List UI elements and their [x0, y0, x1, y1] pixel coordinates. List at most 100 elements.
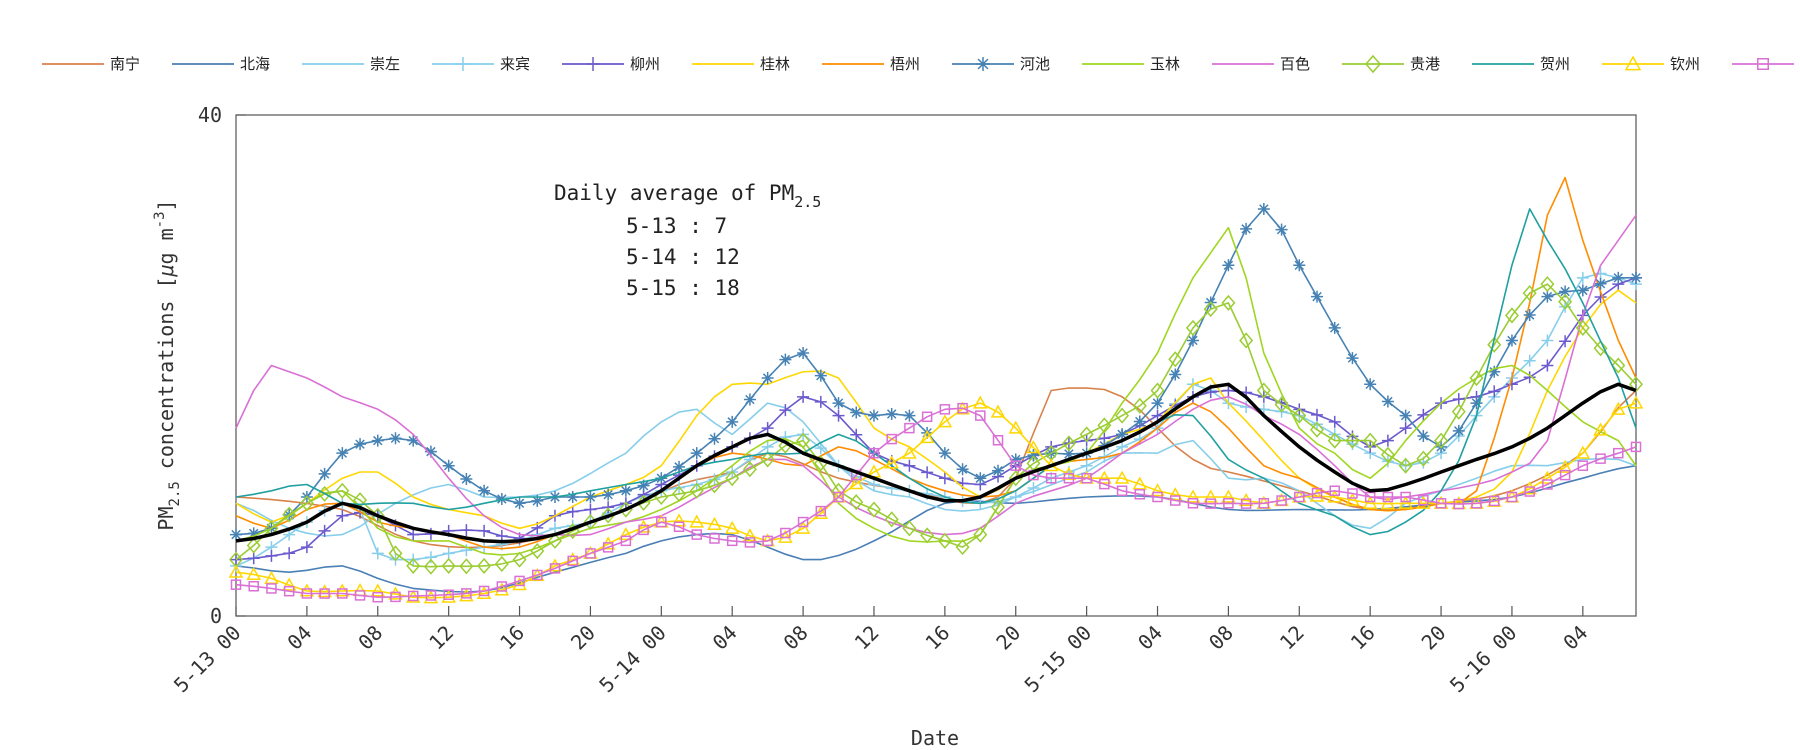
data-point [1540, 470, 1555, 484]
data-point [1345, 432, 1360, 449]
data-point [406, 557, 421, 574]
data-point [442, 547, 455, 560]
series-河池 [230, 202, 1642, 541]
data-point [441, 589, 456, 603]
series-崇左 [235, 402, 1637, 537]
data-point [1097, 417, 1112, 434]
data-point [514, 575, 525, 587]
annotation-box: Daily average of PM2.5 5-13 : 7 5-14 : 1… [554, 181, 821, 300]
y-label-mu: μ [154, 264, 178, 277]
data-point [1559, 469, 1571, 481]
data-point [1257, 202, 1270, 215]
data-point [1470, 397, 1483, 410]
data-point [1256, 382, 1271, 399]
data-point [1611, 357, 1626, 374]
data-point [849, 494, 864, 511]
data-point [1062, 447, 1075, 460]
data-point [1294, 491, 1305, 503]
data-point [708, 432, 721, 445]
y-label-pm: PM [154, 506, 178, 530]
data-point [602, 542, 614, 553]
data-point [1612, 271, 1625, 284]
data-point [459, 588, 474, 602]
data-point [1488, 495, 1500, 507]
data-point [1487, 336, 1502, 353]
series-line [235, 208, 1637, 536]
x-tick-label: 08 [779, 621, 813, 655]
data-point [938, 472, 951, 485]
series-来宾 [230, 267, 1642, 572]
legend-label: 梧州 [890, 55, 920, 73]
data-point [1469, 369, 1484, 387]
data-point [1577, 460, 1589, 471]
data-point [1186, 334, 1199, 347]
legend-item: 来宾 [432, 55, 530, 73]
data-point [1169, 495, 1181, 506]
data-point [1185, 319, 1200, 336]
data-point [1416, 495, 1431, 509]
data-point [992, 464, 1005, 477]
data-point [1116, 440, 1129, 453]
series-贵港 [229, 276, 1643, 575]
data-point [1522, 481, 1537, 495]
data-point [1559, 335, 1572, 348]
data-point [974, 472, 987, 485]
data-point [248, 581, 259, 592]
data-point [795, 520, 811, 534]
data-point [283, 547, 296, 560]
x-tick-label: 20 [991, 621, 1025, 655]
data-point [602, 488, 615, 501]
data-point [1114, 470, 1130, 484]
data-point [1630, 441, 1642, 453]
data-point [441, 557, 456, 574]
legend-item: 南宁 [42, 55, 140, 73]
data-point [636, 519, 651, 533]
data-point [335, 583, 350, 597]
y-label-end: ] [154, 199, 178, 211]
data-point [903, 459, 916, 472]
data-point [389, 432, 402, 445]
data-point [1168, 351, 1183, 368]
legend-item: 百色 [1212, 55, 1310, 73]
x-tick-label: 12 [850, 621, 884, 655]
data-point [584, 491, 597, 504]
data-point [478, 585, 490, 597]
data-point [407, 528, 420, 541]
data-point [761, 372, 774, 385]
data-point [760, 451, 775, 468]
data-point [532, 569, 543, 581]
data-point [1293, 259, 1306, 272]
data-point [1452, 424, 1465, 437]
data-point [814, 442, 827, 455]
data-point [620, 535, 632, 547]
legend-label: 贺州 [1540, 55, 1570, 73]
series-玉林 [235, 226, 1637, 556]
data-point [1221, 294, 1236, 311]
data-point [337, 588, 348, 599]
data-point [743, 393, 756, 406]
legend-label: 崇左 [370, 55, 400, 73]
data-point [354, 590, 366, 601]
data-point [266, 583, 277, 594]
data-point [902, 520, 917, 537]
data-point [937, 414, 953, 428]
data-point [531, 494, 544, 507]
data-point [460, 544, 473, 557]
data-point [689, 482, 704, 499]
data-point [921, 466, 934, 479]
data-point [1399, 409, 1412, 422]
x-tick-label: 5-13 00 [169, 621, 246, 698]
legend-marker [1365, 54, 1381, 74]
data-point [957, 402, 968, 414]
data-point [1238, 492, 1254, 507]
legend-marker [1757, 58, 1769, 70]
data-point [1398, 457, 1413, 474]
data-point [973, 526, 988, 543]
data-point [1080, 459, 1093, 472]
legend-label: 南宁 [110, 55, 140, 73]
data-point [1150, 483, 1165, 497]
data-point [390, 591, 401, 603]
series-贺州 [235, 208, 1637, 536]
data-point [1027, 449, 1040, 462]
data-point [1346, 352, 1359, 365]
